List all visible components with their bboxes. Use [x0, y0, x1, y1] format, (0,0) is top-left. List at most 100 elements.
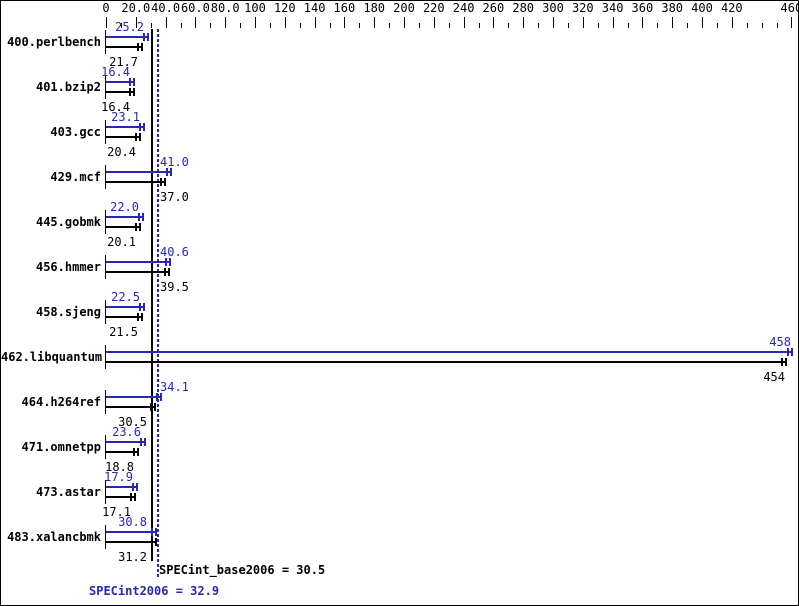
peak-bar-endcap: [170, 168, 172, 176]
x-axis-major-tick: [613, 17, 614, 28]
peak-bar-endcap: [160, 393, 162, 401]
base-bar-endcap: [168, 268, 170, 276]
peak-bar-endcap: [143, 123, 145, 131]
benchmark-label: 483.xalancbmk: [7, 530, 101, 544]
peak-value-label: 25.2: [115, 20, 144, 34]
row-bracket: [105, 345, 106, 369]
x-axis-major-tick: [434, 17, 435, 28]
peak-bar: [106, 396, 161, 398]
x-axis-minor-tick: [240, 23, 241, 28]
x-axis-tick-label: 140: [303, 1, 326, 15]
peak-bar-endcap: [143, 303, 145, 311]
x-axis-minor-tick: [628, 23, 629, 28]
base-bar: [106, 46, 142, 48]
base-value-label: 17.1: [102, 505, 131, 519]
x-axis-major-tick: [464, 17, 465, 28]
peak-mean-line: [157, 29, 159, 579]
peak-bar-tick: [165, 258, 167, 266]
x-axis-tick-label: 120: [273, 1, 296, 15]
peak-bar: [106, 81, 134, 83]
peak-bar: [106, 441, 145, 443]
base-bar-tick: [130, 493, 132, 501]
base-bar-tick: [137, 313, 139, 321]
base-value-label: 30.5: [118, 415, 147, 429]
peak-bar: [106, 351, 792, 353]
x-axis-major-tick: [344, 17, 345, 28]
base-bar: [106, 316, 142, 318]
x-axis-major-tick: [106, 17, 107, 28]
peak-bar: [106, 216, 143, 218]
peak-bar-tick: [166, 168, 168, 176]
benchmark-label: 464.h264ref: [21, 395, 101, 409]
peak-bar-tick: [139, 123, 141, 131]
row-bracket: [105, 210, 106, 234]
benchmark-label: 400.perlbench: [7, 35, 101, 49]
benchmark-label: 471.omnetpp: [21, 440, 101, 454]
base-value-label: 18.8: [105, 460, 134, 474]
peak-bar-tick: [139, 303, 141, 311]
x-axis-major-tick: [732, 17, 733, 28]
x-axis-major-tick: [225, 17, 226, 28]
x-axis-tick-label: 460: [780, 1, 798, 15]
row-bracket: [105, 165, 106, 189]
x-axis-major-tick: [404, 17, 405, 28]
base-bar-tick: [135, 223, 137, 231]
benchmark-label: 462.libquantum: [1, 350, 103, 364]
x-axis-tick-label: 0: [102, 1, 110, 15]
peak-value-label: 30.8: [118, 515, 147, 529]
base-bar: [106, 361, 786, 363]
peak-value-label: 41.0: [160, 155, 189, 169]
x-axis-tick-label: 280: [512, 1, 535, 15]
base-bar: [106, 136, 140, 138]
x-axis-minor-tick: [449, 23, 450, 28]
x-axis-minor-tick: [598, 23, 599, 28]
base-bar-endcap: [155, 538, 157, 546]
peak-bar-endcap: [144, 438, 146, 446]
base-bar-endcap: [134, 493, 136, 501]
x-axis-minor-tick: [747, 23, 748, 28]
x-axis-minor-tick: [538, 23, 539, 28]
peak-bar-endcap: [169, 258, 171, 266]
peak-bar-tick: [132, 483, 134, 491]
base-bar-tick: [781, 358, 783, 366]
x-axis-tick-label: 40.0: [151, 1, 181, 15]
peak-bar-tick: [787, 348, 789, 356]
x-axis-minor-tick: [479, 23, 480, 28]
peak-value-label: 40.6: [160, 245, 189, 259]
base-bar: [106, 541, 156, 543]
peak-mean-label: SPECint2006 = 32.9: [89, 584, 220, 598]
peak-value-label: 23.6: [112, 425, 141, 439]
base-value-label: 21.5: [109, 325, 138, 339]
x-axis-tick-label: 200: [393, 1, 415, 15]
row-bracket: [105, 435, 106, 459]
x-axis-minor-tick: [419, 23, 420, 28]
x-axis-tick-label: 180: [363, 1, 386, 15]
peak-value-label: 16.4: [101, 65, 130, 79]
x-axis-tick-label: 260: [482, 1, 505, 15]
x-axis-tick-label: 400: [691, 1, 713, 15]
peak-bar-endcap: [133, 78, 135, 86]
base-bar: [106, 406, 155, 408]
peak-bar-endcap: [136, 483, 138, 491]
x-axis-minor-tick: [717, 23, 718, 28]
peak-bar-endcap: [155, 528, 157, 536]
benchmark-label: 456.hmmer: [35, 260, 101, 274]
base-bar-endcap: [133, 88, 135, 96]
x-axis-minor-tick: [777, 23, 778, 28]
row-bracket: [105, 480, 106, 504]
x-axis-major-tick: [553, 17, 554, 28]
x-axis-minor-tick: [359, 23, 360, 28]
x-axis-minor-tick: [210, 23, 211, 28]
peak-value-label: 17.9: [104, 470, 133, 484]
base-bar-endcap: [164, 178, 166, 186]
base-value-label: 20.4: [107, 145, 136, 159]
x-axis-tick-label: 300: [542, 1, 564, 15]
base-bar: [106, 451, 138, 453]
x-axis-minor-tick: [330, 23, 331, 28]
row-bracket: [105, 75, 106, 99]
base-value-label: 16.4: [101, 100, 130, 114]
base-value-label: 454: [763, 370, 785, 384]
x-axis-minor-tick: [151, 23, 152, 28]
x-axis-major-tick: [195, 17, 196, 28]
